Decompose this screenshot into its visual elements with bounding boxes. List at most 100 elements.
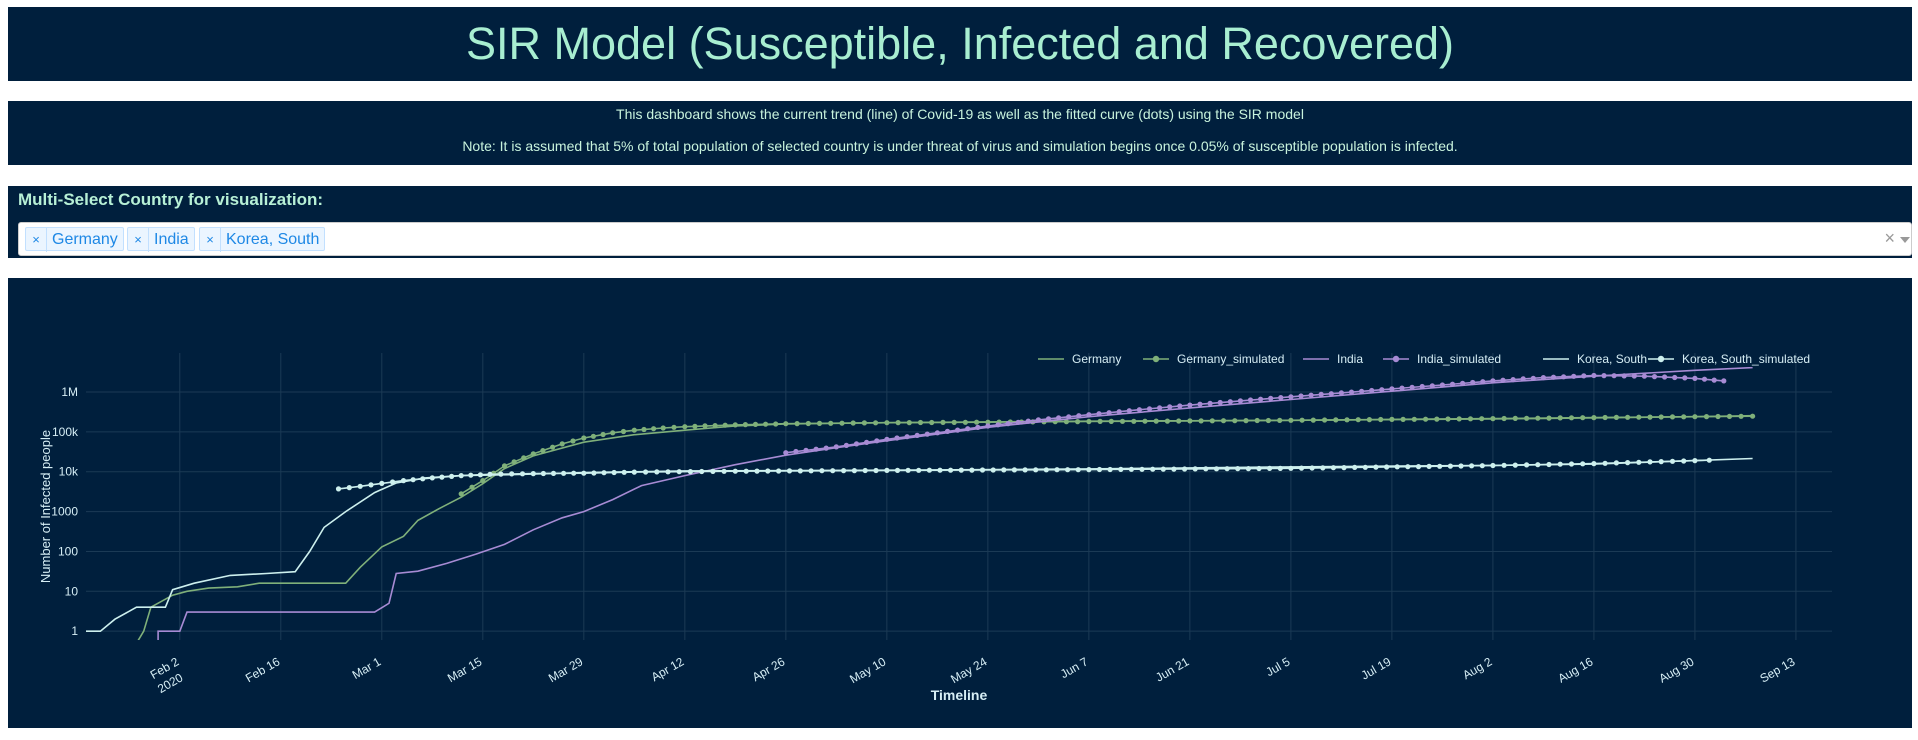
remove-germany-icon[interactable]: ×	[26, 228, 47, 252]
series-marker-india-simulated	[874, 438, 880, 444]
series-marker-india-simulated	[1066, 414, 1072, 420]
series-marker-germany-simulated	[1467, 416, 1474, 422]
series-marker-germany-simulated	[985, 419, 991, 425]
series-marker-korea-south-simulated	[1022, 467, 1028, 473]
series-marker-korea-south-simulated	[1245, 466, 1251, 472]
series-marker-india-simulated	[1692, 375, 1698, 381]
y-tick-label: 10k	[59, 465, 79, 479]
series-marker-india-simulated	[1268, 395, 1274, 401]
series-marker-korea-south-simulated	[687, 469, 694, 475]
series-marker-germany-simulated	[682, 424, 688, 430]
series-marker-korea-south-simulated	[509, 471, 515, 477]
y-tick-label: 10	[65, 584, 79, 598]
series-line-india	[157, 367, 1753, 640]
series-line-korea-south-simulated	[338, 459, 1710, 490]
series-marker-germany-simulated	[1108, 418, 1114, 424]
series-marker-germany-simulated	[1703, 414, 1710, 420]
series-marker-korea-south-simulated	[429, 475, 435, 481]
series-marker-india-simulated	[1389, 386, 1395, 392]
chip-label: India	[154, 231, 189, 248]
series-marker-korea-south-simulated	[1602, 460, 1608, 466]
series-marker-india-simulated	[1581, 373, 1587, 379]
series-marker-korea-south-simulated	[643, 469, 649, 475]
series-marker-india-simulated	[1520, 376, 1526, 382]
remove-korea-south-icon[interactable]: ×	[200, 228, 221, 252]
series-marker-korea-south-simulated	[1647, 459, 1653, 465]
series-marker-india-simulated	[894, 435, 900, 441]
series-marker-india-simulated	[783, 450, 789, 456]
series-marker-korea-south-simulated	[611, 469, 617, 476]
series-marker-germany-simulated	[600, 431, 606, 438]
series-marker-korea-south-simulated	[732, 468, 738, 474]
legend-label-germany: Germany	[1072, 352, 1121, 366]
series-marker-india-simulated	[1550, 374, 1557, 380]
series-marker-india-simulated	[1480, 379, 1486, 385]
series-marker-germany-simulated	[702, 423, 708, 429]
series-marker-germany-simulated	[651, 426, 657, 432]
series-marker-korea-south-simulated	[1636, 459, 1642, 465]
x-tick-label: May 24	[948, 654, 989, 686]
series-marker-korea-south-simulated	[699, 468, 705, 475]
series-marker-india-simulated	[1651, 374, 1658, 380]
series-marker-india-simulated	[1217, 399, 1223, 406]
series-marker-korea-south-simulated	[1681, 458, 1687, 464]
series-marker-korea-south-simulated	[601, 470, 607, 476]
country-multi-select[interactable]: × Germany × India × Korea, South ×	[18, 222, 1912, 256]
series-marker-korea-south-simulated	[1692, 458, 1698, 464]
description-line-1: This dashboard shows the current trend (…	[616, 106, 1304, 122]
series-marker-korea-south-simulated	[1330, 465, 1336, 471]
series-marker-germany-simulated	[1715, 413, 1721, 420]
series-marker-india-simulated	[1359, 388, 1365, 394]
series-marker-germany-simulated	[1288, 417, 1294, 423]
series-marker-germany-simulated	[1602, 414, 1608, 421]
series-marker-korea-south-simulated	[743, 468, 749, 474]
series-marker-korea-south-simulated	[1267, 465, 1273, 471]
remove-india-icon[interactable]: ×	[128, 228, 149, 252]
series-marker-germany-simulated	[742, 422, 749, 428]
series-marker-india-simulated	[1561, 374, 1567, 380]
chip-korea-south: × Korea, South	[199, 227, 326, 252]
series-marker-germany-simulated	[692, 423, 698, 429]
series-marker-korea-south-simulated	[1706, 457, 1712, 463]
series-marker-korea-south-simulated	[916, 467, 922, 473]
series-marker-korea-south-simulated	[621, 469, 627, 475]
series-marker-korea-south-simulated	[884, 467, 890, 473]
country-selector-label: Multi-Select Country for visualization:	[18, 190, 324, 209]
series-marker-germany-simulated	[712, 423, 718, 429]
series-marker-korea-south-simulated	[948, 467, 954, 473]
series-marker-korea-south-simulated	[1580, 461, 1586, 467]
series-line-korea-south	[86, 457, 1753, 633]
series-marker-korea-south-simulated	[449, 473, 455, 479]
series-marker-korea-south-simulated	[1613, 460, 1619, 466]
series-marker-india-simulated	[1308, 392, 1314, 398]
series-marker-korea-south-simulated	[357, 483, 363, 489]
series-marker-korea-south-simulated	[937, 467, 943, 473]
series-marker-india-simulated	[1056, 415, 1062, 421]
series-marker-korea-south-simulated	[1075, 467, 1081, 473]
series-marker-korea-south-simulated	[786, 468, 793, 474]
series-marker-korea-south-simulated	[1011, 467, 1018, 473]
series-marker-korea-south-simulated	[1320, 465, 1326, 471]
legend-label-korea-south: Korea, South	[1577, 352, 1647, 366]
series-marker-germany-simulated	[929, 419, 935, 426]
clear-all-icon[interactable]: ×	[1884, 228, 1895, 248]
series-marker-india-simulated	[1621, 373, 1627, 379]
series-marker-korea-south-simulated	[561, 470, 567, 476]
series-marker-germany-simulated	[570, 438, 576, 444]
series-marker-india-simulated	[1015, 419, 1021, 425]
series-marker-germany-simulated	[773, 421, 779, 427]
series-marker-korea-south-simulated	[979, 467, 986, 473]
series-marker-germany-simulated	[1366, 417, 1372, 423]
series-marker-germany-simulated	[962, 419, 969, 425]
series-marker-germany-simulated	[1669, 414, 1676, 420]
series-marker-germany-simulated	[763, 421, 769, 427]
series-marker-germany-simulated	[1524, 415, 1530, 421]
series-marker-korea-south-simulated	[851, 468, 858, 474]
dropdown-arrow-icon[interactable]	[1900, 237, 1910, 243]
description-banner: This dashboard shows the current trend (…	[8, 101, 1912, 165]
series-marker-india-simulated	[1721, 378, 1727, 384]
series-marker-korea-south-simulated	[1535, 462, 1541, 468]
series-marker-korea-south-simulated	[591, 470, 597, 476]
series-marker-korea-south-simulated	[1086, 467, 1092, 473]
